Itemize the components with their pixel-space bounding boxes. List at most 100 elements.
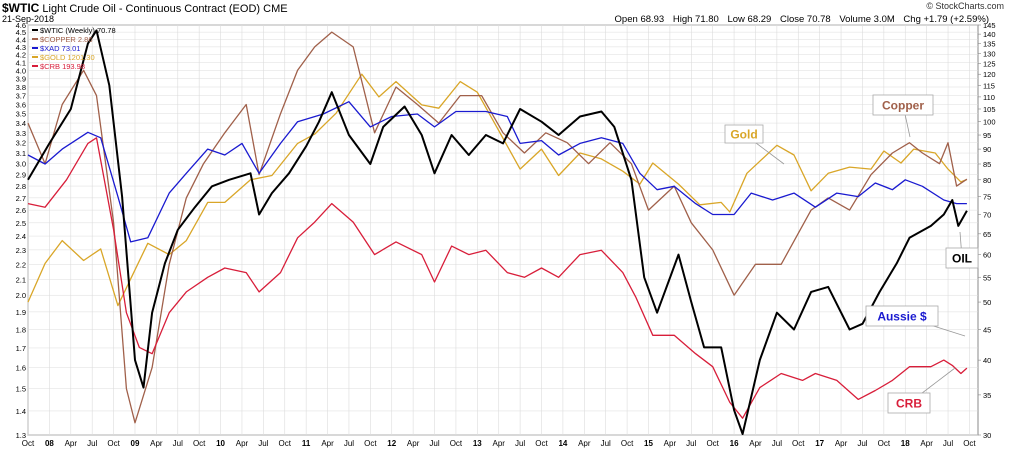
close-value: 70.78 xyxy=(806,14,831,25)
right-tick-label: 75 xyxy=(983,193,991,202)
x-tick-label: 13 xyxy=(473,439,482,448)
x-tick-label: Oct xyxy=(193,439,206,448)
right-tick-label: 95 xyxy=(983,131,991,140)
x-tick-label: 18 xyxy=(901,439,910,448)
left-tick-label: 2.9 xyxy=(16,171,26,180)
x-tick-label: 14 xyxy=(558,439,567,448)
chart-title: $WTIC Light Crude Oil - Continuous Contr… xyxy=(2,1,288,15)
left-tick-label: 2.1 xyxy=(16,275,26,284)
callout-label: Copper xyxy=(882,99,924,113)
callout-box xyxy=(865,305,939,327)
high-value: 71.80 xyxy=(695,14,719,25)
x-tick-label: Apr xyxy=(492,439,505,448)
low-value: 68.29 xyxy=(747,14,772,25)
x-tick-label: Oct xyxy=(450,439,463,448)
chg-label: Chg xyxy=(903,14,921,25)
left-tick-label: 1.8 xyxy=(16,325,26,334)
callout-box xyxy=(724,124,764,144)
left-tick-label: 2.0 xyxy=(16,291,26,300)
left-tick-label: 1.7 xyxy=(16,344,26,353)
x-tick-label: 17 xyxy=(815,439,824,448)
left-tick-label: 4.2 xyxy=(16,51,26,60)
x-tick-label: Apr xyxy=(835,439,848,448)
x-tick-label: Jul xyxy=(772,439,782,448)
x-tick-label: Jul xyxy=(87,439,97,448)
right-tick-label: 145 xyxy=(983,21,996,30)
left-tick-label: 4.4 xyxy=(16,35,26,44)
series-line-copper xyxy=(27,31,968,424)
x-tick-label: 16 xyxy=(730,439,739,448)
left-tick-label: 1.3 xyxy=(16,431,26,440)
left-tick-label: 4.0 xyxy=(16,66,26,75)
x-tick-label: Apr xyxy=(749,439,762,448)
chart-title-text: Light Crude Oil - Continuous Contract (E… xyxy=(42,3,261,15)
left-tick-label: 1.9 xyxy=(16,308,26,317)
x-tick-label: Oct xyxy=(364,439,377,448)
right-tick-label: 100 xyxy=(983,118,996,127)
left-tick-label: 2.2 xyxy=(16,260,26,269)
right-tick-label: 120 xyxy=(983,70,996,79)
x-tick-label: 12 xyxy=(387,439,396,448)
x-tick-label: Jul xyxy=(943,439,953,448)
low-label: Low xyxy=(727,14,745,25)
x-tick-label: Jul xyxy=(515,439,525,448)
close-label: Close xyxy=(779,14,805,25)
callout-label: OIL xyxy=(952,252,972,266)
left-tick-label: 2.5 xyxy=(16,219,26,228)
chart-exchange: CME xyxy=(263,3,288,15)
left-tick-label: 3.4 xyxy=(16,119,26,128)
left-tick-label: 4.6 xyxy=(16,21,26,30)
x-tick-label: Jul xyxy=(258,439,268,448)
price-stats: Open 68.93 High 71.80 Low 68.29 Close 70… xyxy=(615,14,989,25)
left-tick-label: 4.1 xyxy=(16,58,26,67)
right-tick-label: 105 xyxy=(983,105,996,114)
legend-item: $CRB 193.98 xyxy=(40,62,85,71)
series-line-crb xyxy=(27,137,968,419)
left-tick-label: 3.5 xyxy=(16,110,26,119)
x-tick-label: Apr xyxy=(578,439,591,448)
left-tick-label: 3.8 xyxy=(16,83,26,92)
callout-box xyxy=(887,392,931,414)
x-tick-label: 10 xyxy=(216,439,225,448)
plot-area xyxy=(27,24,979,436)
source-credit: © StockCharts.com xyxy=(926,1,1004,11)
left-tick-label: 1.4 xyxy=(16,407,26,416)
right-tick-label: 35 xyxy=(983,391,991,400)
left-tick-label: 3.6 xyxy=(16,101,26,110)
right-tick-label: 125 xyxy=(983,60,996,69)
x-tick-label: Jul xyxy=(344,439,354,448)
left-tick-label: 3.7 xyxy=(16,92,26,101)
x-tick-label: Apr xyxy=(65,439,78,448)
x-tick-label: Jul xyxy=(173,439,183,448)
chart-date: 21-Sep-2018 xyxy=(2,14,55,24)
series-line-wtic xyxy=(27,29,968,435)
left-tick-label: 2.7 xyxy=(16,194,26,203)
left-tick-label: 3.0 xyxy=(16,160,26,169)
left-tick-label: 1.6 xyxy=(16,364,26,373)
x-tick-label: Oct xyxy=(706,439,719,448)
right-tick-label: 60 xyxy=(983,251,991,260)
right-tick-label: 140 xyxy=(983,30,996,39)
x-tick-label: Oct xyxy=(621,439,634,448)
left-tick-label: 2.8 xyxy=(16,182,26,191)
right-tick-label: 135 xyxy=(983,40,996,49)
left-tick-label: 4.5 xyxy=(16,28,26,37)
right-tick-label: 85 xyxy=(983,160,991,169)
legend-item: $XAD 73.01 xyxy=(40,44,80,53)
x-tick-label: Jul xyxy=(429,439,439,448)
callout-label: CRB xyxy=(896,397,922,411)
chart-symbol: $WTIC xyxy=(2,1,40,15)
left-tick-label: 2.4 xyxy=(16,232,26,241)
volume-value: 3.0M xyxy=(873,14,895,25)
left-tick-label: 4.3 xyxy=(16,43,26,52)
x-tick-label: 09 xyxy=(131,439,140,448)
x-tick-label: Oct xyxy=(878,439,891,448)
callout-box xyxy=(945,247,979,269)
x-tick-label: Oct xyxy=(279,439,292,448)
x-tick-label: Apr xyxy=(150,439,163,448)
high-label: High xyxy=(672,14,693,25)
left-tick-label: 3.1 xyxy=(16,149,26,158)
x-tick-label: 15 xyxy=(644,439,653,448)
left-tick-label: 1.5 xyxy=(16,385,26,394)
